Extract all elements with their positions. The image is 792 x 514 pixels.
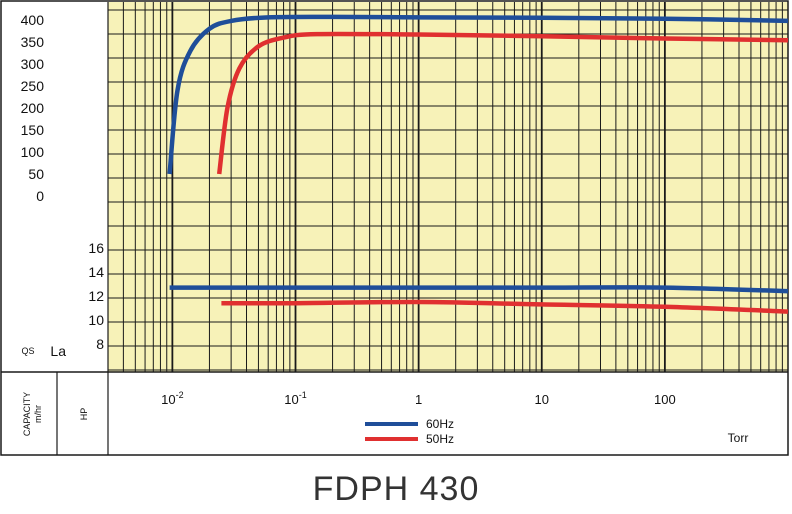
capacity-series-50hz-line [216, 31, 789, 175]
plot-grid [107, 2, 788, 372]
capacity-unit-label: m/hr [33, 405, 43, 423]
power-tick-label: 10 [88, 312, 104, 328]
legend-label-50hz: 50Hz [426, 432, 454, 446]
x-tick-label: 10-1 [284, 390, 306, 407]
capacity-tick-label: 200 [21, 100, 45, 116]
x-tick-label: 100 [654, 392, 676, 407]
power-tick-label: 8 [96, 336, 104, 352]
chart-series [167, 14, 789, 314]
capacity-tick-label: 350 [21, 34, 45, 50]
x-axis-ticks: 10-2 10-1 1 10 100 [161, 390, 676, 407]
capacity-tick-label: 100 [21, 144, 45, 160]
model-title: FDPH 430 [312, 470, 480, 508]
capacity-tick-label: 0 [36, 188, 44, 204]
capacity-tick-label: 250 [21, 78, 45, 94]
power-tick-label: 16 [88, 240, 104, 256]
capacity-axis-label: QS [21, 346, 34, 356]
power-series-50hz-line [221, 299, 789, 314]
x-tick-label: 10-2 [161, 390, 183, 407]
plot-background [108, 2, 788, 372]
capacity-side-label: CAPACITY [22, 392, 32, 436]
legend-label-60hz: 60Hz [426, 417, 454, 431]
power-tick-label: 14 [88, 264, 104, 280]
capacity-tick-label: 150 [21, 122, 45, 138]
capacity-axis-ticks: 400 350 300 250 200 150 100 50 0 [21, 12, 45, 204]
capacity-tick-label: 50 [28, 166, 44, 182]
chart-frame [0, 0, 789, 456]
power-axis-ticks: 16 14 12 10 8 [88, 240, 104, 352]
power-series-60hz-line [169, 285, 789, 294]
hp-side-label: HP [79, 408, 89, 421]
capacity-tick-label: 400 [21, 12, 45, 28]
outer-frame [0, 0, 789, 456]
capacity-tick-label: 300 [21, 56, 45, 72]
x-tick-label: 10 [535, 392, 549, 407]
capacity-series-60hz-line [167, 14, 789, 175]
power-tick-label: 12 [88, 288, 104, 304]
x-axis-unit: Torr [728, 431, 749, 445]
power-axis-label: La [50, 343, 66, 359]
x-tick-label: 1 [415, 392, 422, 407]
